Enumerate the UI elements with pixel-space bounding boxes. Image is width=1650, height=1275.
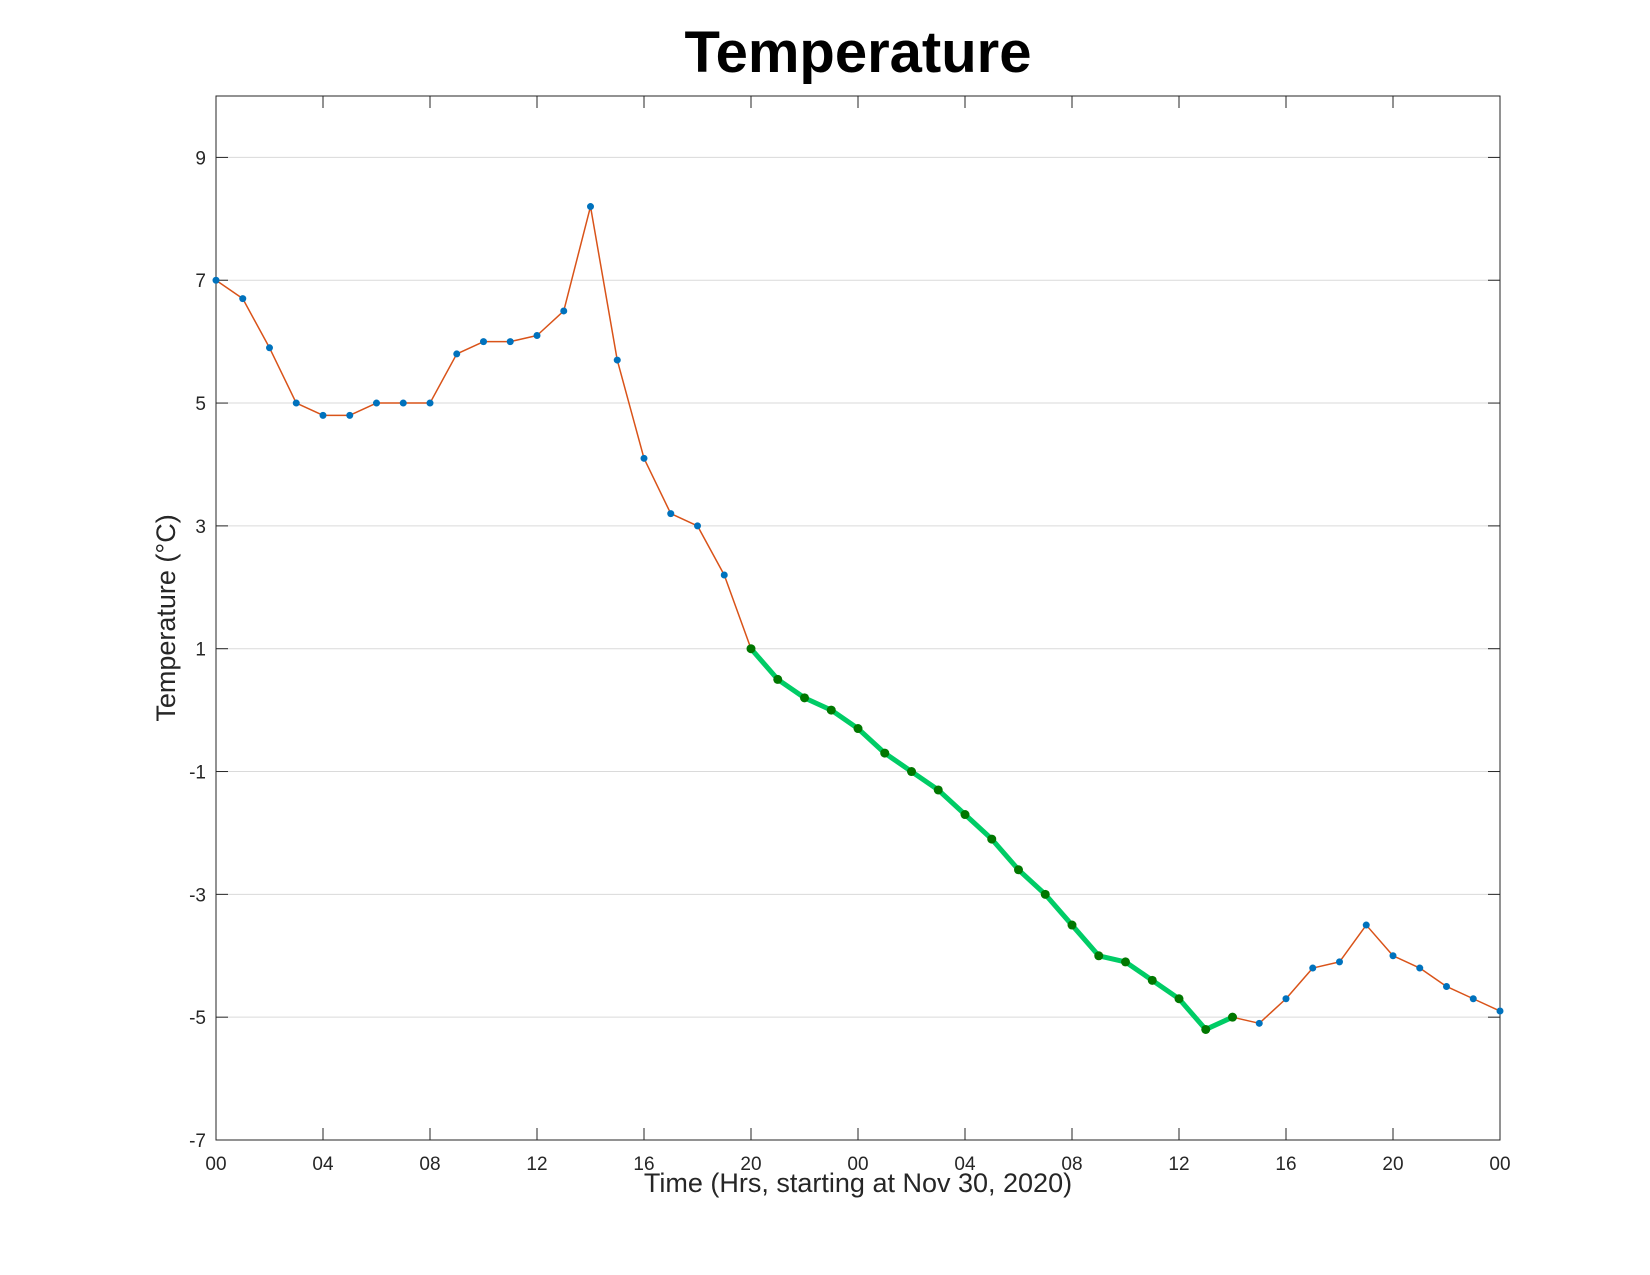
highlight-data-point [1174,994,1184,1004]
data-point [640,454,648,462]
data-point [560,307,568,315]
y-tick-label: 5 [195,394,206,415]
data-point [587,203,594,211]
data-point [506,338,514,346]
highlight-data-point [746,644,756,654]
highlight-data-point [933,785,943,795]
data-point [319,411,327,419]
data-point [239,295,247,303]
highlight-data-point [853,724,863,734]
y-axis-label: Temperature (°C) [151,514,181,721]
data-point [613,356,621,364]
x-tick-label: 00 [847,1154,868,1175]
x-tick-label: 00 [205,1154,226,1175]
x-tick-label: 16 [633,1154,654,1175]
data-point [533,332,541,340]
plot-area-box [215,95,1501,1141]
y-tick-label: -1 [189,763,206,784]
data-point [453,350,461,358]
data-point [480,338,487,346]
x-tick-label: 16 [1275,1154,1296,1175]
y-tick-label: 7 [195,271,206,292]
x-tick-label: 12 [526,1154,547,1175]
y-tick-label: 3 [195,517,206,538]
data-point [1309,964,1317,972]
x-tick-label: 08 [419,1154,440,1175]
data-point [1416,964,1424,972]
highlight-data-point [1147,975,1157,985]
x-tick-label: 20 [740,1154,761,1175]
highlight-data-point [987,834,997,844]
highlight-data-point [1094,951,1104,961]
data-point [1336,958,1343,966]
data-point [720,571,728,579]
data-point [426,399,434,407]
data-point [1443,982,1450,990]
data-point [266,344,273,352]
chart-title: Temperature [684,20,1031,85]
y-tick-label: 1 [195,640,206,661]
data-point [346,411,354,419]
x-tick-label: 04 [312,1154,334,1175]
data-point [1469,995,1477,1003]
highlight-data-point [800,693,809,703]
data-point [373,399,380,407]
y-tick-label: -7 [189,1131,206,1152]
data-point [1362,921,1370,929]
temperature-series-line [215,205,1501,1031]
y-tick-label: -5 [189,1008,206,1029]
x-tick-label: 04 [954,1154,976,1175]
highlight-data-point [1067,920,1077,930]
x-tick-label: 20 [1382,1154,1403,1175]
data-point [1496,1007,1504,1015]
highlight-data-point [826,705,836,715]
data-point [1282,995,1290,1003]
highlight-data-point [960,810,970,820]
data-point [1255,1019,1263,1027]
data-point [694,522,701,530]
highlight-data-point [907,767,916,777]
highlight-data-point [1040,889,1050,899]
x-tick-label: 12 [1168,1154,1189,1175]
data-point [667,510,675,518]
x-tick-label: 08 [1061,1154,1082,1175]
marker-layer [212,203,1504,1034]
highlight-data-point [1121,957,1130,967]
x-tick-label: 00 [1489,1154,1510,1175]
data-point [292,399,300,407]
grid-lines [216,156,1500,1018]
highlight-data-point [773,674,783,684]
y-tick-label: -3 [189,885,206,906]
y-tick-label: 9 [195,148,206,169]
data-point [1389,952,1397,960]
series-layer [215,205,1501,1031]
highlight-data-point [1201,1024,1211,1034]
highlight-data-point [1228,1012,1237,1022]
highlight-data-point [880,748,890,758]
data-point [212,276,220,284]
x-axis-label: Time (Hrs, starting at Nov 30, 2020) [644,1168,1072,1198]
data-point [399,399,407,407]
highlight-data-point [1014,865,1023,875]
